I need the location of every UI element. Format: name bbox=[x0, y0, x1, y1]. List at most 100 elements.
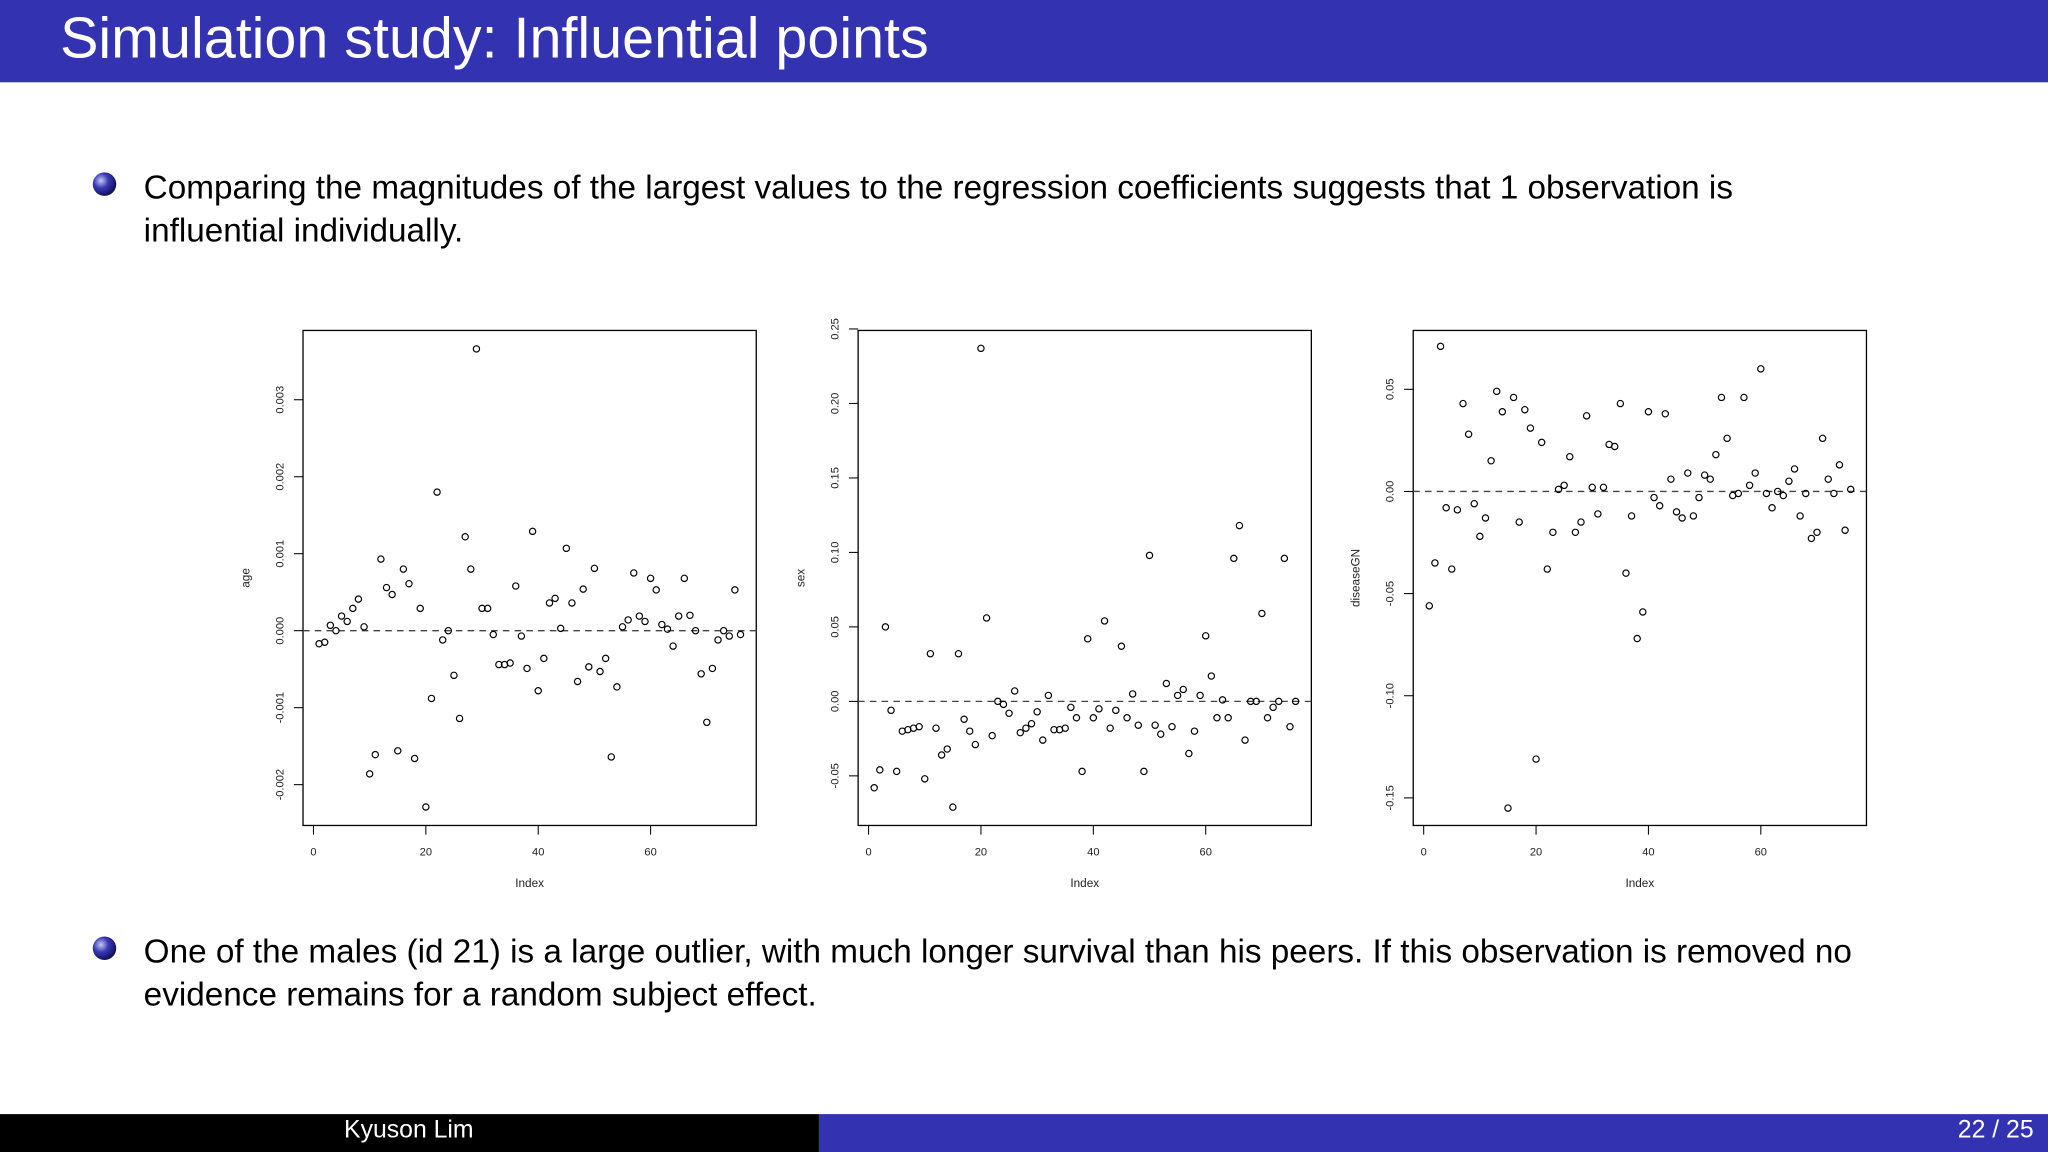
data-point bbox=[1532, 755, 1540, 763]
data-point bbox=[540, 654, 548, 663]
data-point bbox=[495, 660, 503, 669]
data-point bbox=[1033, 708, 1041, 716]
data-point bbox=[1757, 365, 1765, 373]
data-point bbox=[1481, 514, 1490, 522]
data-point bbox=[568, 599, 576, 607]
data-point bbox=[1263, 714, 1272, 722]
data-point bbox=[725, 632, 733, 640]
data-point bbox=[1050, 725, 1058, 734]
data-point bbox=[1185, 749, 1193, 758]
data-point bbox=[1100, 617, 1109, 625]
data-point bbox=[1830, 489, 1838, 498]
data-point bbox=[467, 565, 475, 573]
data-point bbox=[1549, 528, 1557, 537]
data-point bbox=[1504, 804, 1512, 812]
data-point bbox=[1016, 728, 1025, 737]
data-point bbox=[1594, 510, 1602, 518]
data-point bbox=[731, 586, 739, 594]
bullet-text: Comparing the magnitudes of the largest … bbox=[144, 170, 1733, 207]
data-point bbox=[1190, 727, 1199, 735]
data-point bbox=[1145, 551, 1154, 560]
data-point bbox=[483, 604, 492, 613]
data-point bbox=[1425, 602, 1434, 610]
data-point bbox=[881, 623, 890, 631]
data-point bbox=[1072, 714, 1081, 722]
data-point bbox=[1835, 461, 1844, 469]
y-axis-label: age bbox=[239, 568, 252, 588]
data-point bbox=[551, 594, 559, 603]
data-point bbox=[1734, 489, 1743, 498]
data-point bbox=[607, 753, 615, 761]
data-point bbox=[1246, 697, 1255, 706]
data-point bbox=[478, 604, 486, 613]
data-point bbox=[999, 700, 1008, 709]
data-point bbox=[1213, 714, 1221, 722]
data-point bbox=[1582, 412, 1591, 420]
data-point bbox=[1745, 481, 1754, 490]
data-point bbox=[512, 582, 520, 590]
charts: 0 20 40 60-0.002-0.0010.0000.0010.0020.003I… bbox=[239, 318, 1868, 890]
data-point bbox=[1464, 430, 1473, 438]
data-point bbox=[1095, 705, 1103, 713]
data-point bbox=[1661, 410, 1670, 418]
data-point bbox=[1022, 724, 1030, 732]
y-axis-label: diseaseGN bbox=[1350, 549, 1363, 607]
data-point bbox=[1706, 475, 1714, 483]
data-point bbox=[1554, 485, 1563, 494]
data-point bbox=[1134, 721, 1143, 729]
data-point bbox=[1453, 506, 1462, 514]
data-point bbox=[714, 636, 722, 644]
data-point bbox=[1543, 565, 1552, 573]
data-point bbox=[1790, 465, 1799, 473]
data-point bbox=[697, 670, 705, 678]
data-point bbox=[534, 687, 542, 695]
data-point bbox=[343, 617, 351, 626]
data-point bbox=[982, 614, 991, 622]
x-tick-label: 20 bbox=[1530, 847, 1542, 859]
data-point bbox=[994, 697, 1002, 706]
data-point bbox=[876, 766, 884, 774]
data-point bbox=[965, 727, 974, 735]
x-tick-label: 20 bbox=[420, 847, 432, 859]
data-point bbox=[1515, 518, 1523, 526]
data-point bbox=[988, 731, 996, 740]
data-point bbox=[1224, 714, 1232, 722]
data-point bbox=[1140, 767, 1148, 776]
data-point bbox=[1089, 714, 1098, 722]
data-point bbox=[1083, 635, 1092, 643]
data-point bbox=[1560, 481, 1568, 490]
y-tick-label: 0.05 bbox=[830, 616, 842, 638]
data-point bbox=[1700, 471, 1709, 479]
data-point bbox=[360, 623, 368, 631]
scatter-chart: 0 20 40 60 -0.05 0.00 0.05 0.10 0.15 0.20 0.25 Inde… bbox=[795, 318, 1312, 890]
y-tick-label: 0.001 bbox=[274, 540, 286, 568]
x-tick-label: 40 bbox=[532, 847, 544, 859]
data-point bbox=[1796, 512, 1804, 520]
data-point bbox=[523, 664, 531, 673]
data-point bbox=[887, 706, 895, 715]
data-point bbox=[635, 612, 644, 620]
data-point bbox=[1802, 489, 1810, 498]
bullet-text: One of the males (id 21) is a large outl… bbox=[144, 934, 1852, 971]
data-point bbox=[1492, 387, 1501, 396]
data-point bbox=[365, 770, 374, 778]
y-tick-label: -0.05 bbox=[830, 763, 842, 788]
data-point bbox=[388, 590, 396, 599]
data-point bbox=[971, 740, 980, 749]
y-tick-label: -0.001 bbox=[274, 692, 286, 723]
data-point bbox=[1218, 696, 1227, 704]
data-point bbox=[1039, 736, 1047, 744]
data-point bbox=[943, 745, 951, 753]
data-point bbox=[870, 784, 878, 792]
data-point bbox=[1588, 483, 1596, 492]
data-point bbox=[1448, 565, 1456, 573]
data-point bbox=[1286, 722, 1294, 731]
data-point bbox=[926, 649, 935, 658]
data-point bbox=[455, 714, 464, 723]
data-point bbox=[1813, 528, 1821, 537]
data-point bbox=[1779, 491, 1788, 500]
data-point bbox=[1526, 424, 1535, 432]
slide-title: Simulation study: Influential points bbox=[60, 6, 929, 70]
